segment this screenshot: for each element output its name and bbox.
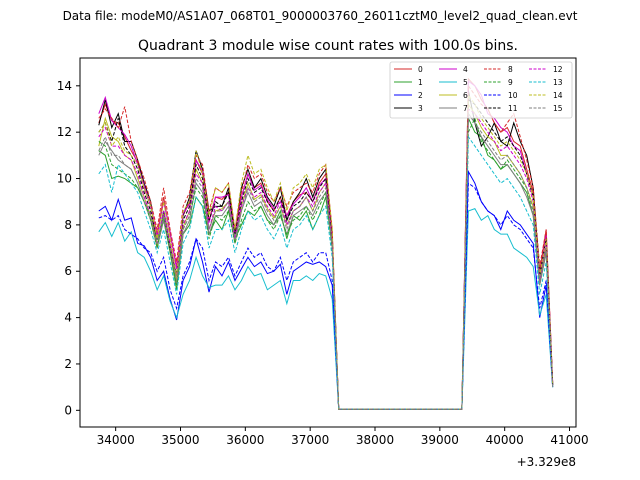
legend-label-6: 6 [463,91,468,100]
x-tick-label: 38000 [356,433,394,447]
x-tick-label: 37000 [291,433,329,447]
plot-frame [79,57,577,428]
series-line-1 [98,118,554,410]
legend-label-7: 7 [463,104,468,113]
series-line-10 [98,182,554,410]
data-file-label: Data file: modeM0/AS1A07_068T01_90000037… [63,9,578,23]
legend-label-12: 12 [553,65,563,74]
legend-label-13: 13 [553,78,563,87]
x-tick-label: 35000 [161,433,199,447]
legend-label-15: 15 [553,104,563,113]
x-tick-label: 40000 [486,433,524,447]
y-tick-label: 14 [57,79,72,93]
chart-title: Quadrant 3 module wise count rates with … [138,38,518,54]
x-tick-label: 36000 [226,433,264,447]
legend-label-0: 0 [418,65,423,74]
y-tick-label: 4 [64,311,72,325]
y-tick-label: 8 [64,218,72,232]
legend-label-9: 9 [508,78,513,87]
x-offset-label: +3.329e8 [517,455,576,469]
legend-label-8: 8 [508,65,513,74]
y-tick-label: 12 [57,125,72,139]
x-axis: 34000 35000 36000 37000 38000 39000 40000 41000 [97,427,589,447]
legend-label-1: 1 [418,78,423,87]
legend-label-4: 4 [463,65,468,74]
series-line-13 [98,135,554,410]
series-line-9 [98,116,554,410]
x-tick-label: 41000 [550,433,588,447]
y-tick-label: 6 [64,264,72,278]
y-tick-label: 10 [57,172,72,186]
legend-label-11: 11 [508,104,518,113]
y-tick-label: 0 [64,403,72,417]
y-tick-label: 2 [64,357,72,371]
legend-label-3: 3 [418,104,423,113]
series-line-14 [98,93,554,410]
y-axis: 0 2 4 6 8 10 12 14 [57,79,80,417]
legend-label-14: 14 [553,91,563,100]
legend-label-5: 5 [463,78,468,87]
legend-label-2: 2 [418,91,423,100]
series-line-5 [98,208,554,410]
x-tick-label: 34000 [97,433,135,447]
legend-label-10: 10 [508,91,518,100]
x-tick-label: 39000 [421,433,459,447]
series-line-15 [98,112,554,410]
legend-box [389,61,573,119]
